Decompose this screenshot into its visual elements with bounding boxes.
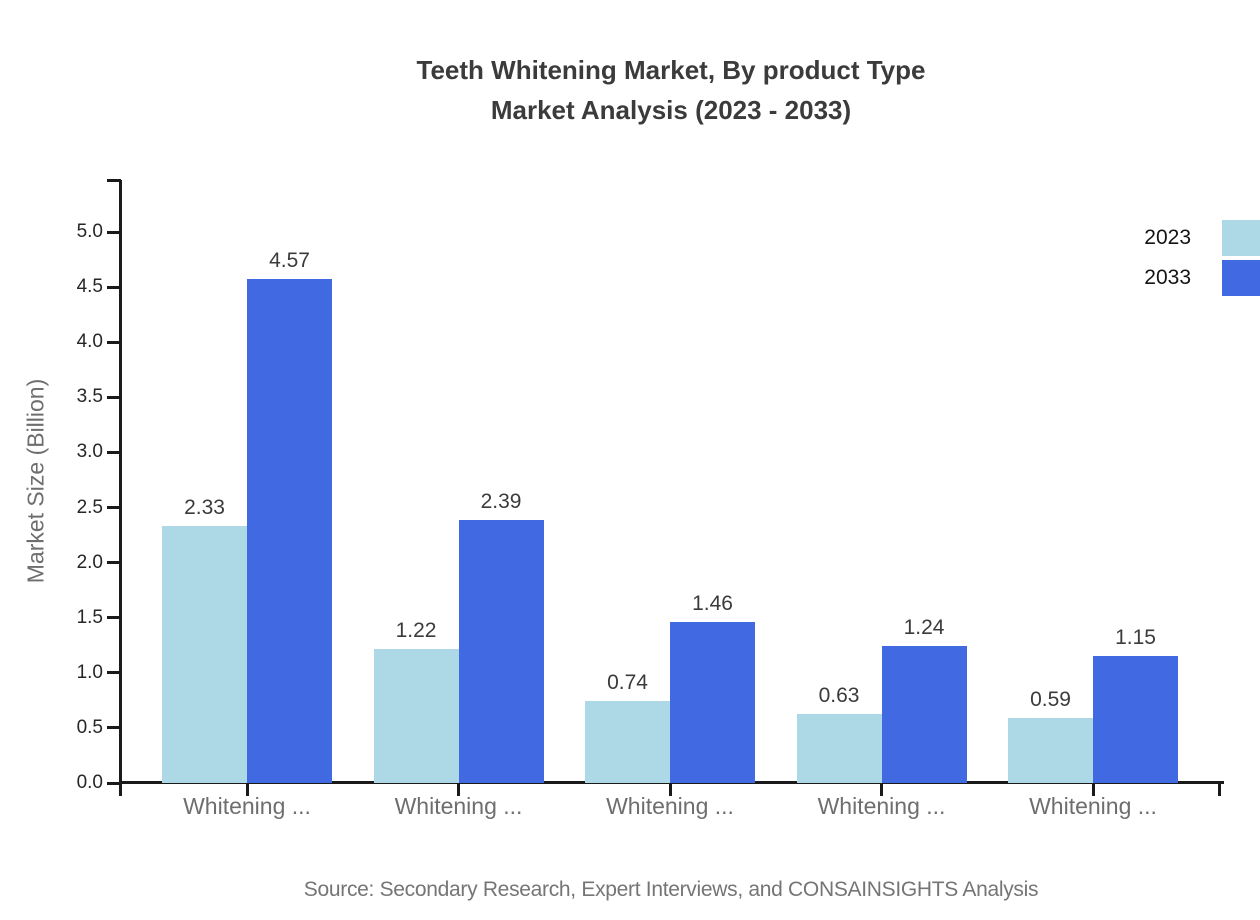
x-tick-label: Whitening ... [1029, 793, 1157, 819]
bar-2023 [585, 701, 670, 783]
bar-2023 [1008, 717, 1093, 783]
x-axis-end-tick [1218, 783, 1221, 796]
y-tick-label: 5.0 [76, 221, 103, 242]
legend-swatch [1222, 260, 1260, 296]
y-tick [107, 781, 121, 785]
chart-title-line-2: Market Analysis (2023 - 2033) [490, 95, 852, 125]
x-tick [245, 783, 249, 796]
y-axis-line [119, 180, 122, 796]
x-tick [457, 783, 460, 796]
value-label-2033: 4.57 [269, 249, 310, 273]
x-tick [880, 783, 883, 796]
y-tick [107, 671, 121, 675]
legend-row: 2023 [1144, 220, 1260, 256]
bar-2033 [881, 646, 967, 783]
y-tick-label: 0.0 [76, 772, 103, 793]
bar-2033 [247, 279, 332, 783]
y-tick [107, 395, 121, 399]
value-label-2023: 0.63 [818, 683, 860, 707]
value-label-2023: 2.33 [184, 496, 225, 520]
chart-title-line-1: Teeth Whitening Market, By product Type [416, 55, 926, 85]
bar-2033 [458, 519, 544, 783]
y-tick-label: 2.0 [76, 551, 103, 573]
y-tick [107, 450, 121, 454]
value-label-2033: 1.46 [692, 592, 733, 616]
chart-title: Teeth Whitening Market, By product Type … [82, 50, 1260, 130]
bar-2023 [796, 713, 882, 783]
y-tick-label: 1.5 [76, 606, 103, 628]
y-tick [107, 340, 121, 344]
source-note: Source: Secondary Research, Expert Inter… [303, 878, 1039, 901]
bar-2033 [1093, 656, 1178, 783]
x-tick-label: Whitening ... [817, 793, 946, 819]
y-tick-label: 4.0 [76, 331, 103, 353]
y-tick [107, 506, 121, 509]
value-label-2033: 1.24 [903, 616, 945, 640]
legend-label: 2023 [1144, 226, 1191, 249]
y-tick-label: 2.5 [76, 496, 103, 518]
legend-label: 2033 [1144, 266, 1191, 289]
y-tick-label: 3.0 [76, 441, 103, 463]
y-tick-label: 1.0 [76, 661, 103, 683]
x-tick-label: Whitening ... [606, 793, 734, 819]
value-label-2023: 0.74 [607, 671, 648, 695]
legend-row: 2033 [1144, 260, 1260, 296]
y-tick [107, 616, 121, 620]
value-label-2023: 1.22 [395, 618, 437, 642]
bar-2023 [162, 526, 247, 783]
x-tick-label: Whitening ... [394, 793, 523, 819]
x-tick-label: Whitening ... [183, 793, 311, 819]
y-tick [107, 230, 121, 234]
y-tick-label: 4.5 [76, 276, 103, 298]
legend: 2023 2033 [1144, 220, 1260, 296]
y-axis-end-tick [107, 179, 121, 182]
y-tick [107, 561, 121, 565]
legend-swatch [1222, 220, 1260, 256]
y-tick [107, 726, 121, 730]
value-label-2033: 2.39 [480, 489, 522, 513]
value-label-2033: 1.15 [1115, 626, 1156, 650]
x-tick [668, 783, 672, 796]
bar-2033 [670, 622, 755, 783]
y-tick-label: 3.5 [76, 386, 103, 408]
y-tick-label: 0.5 [76, 716, 103, 738]
x-tick [1091, 783, 1095, 796]
value-label-2023: 0.59 [1030, 687, 1071, 711]
y-tick [107, 285, 121, 289]
bar-2023 [373, 648, 459, 783]
